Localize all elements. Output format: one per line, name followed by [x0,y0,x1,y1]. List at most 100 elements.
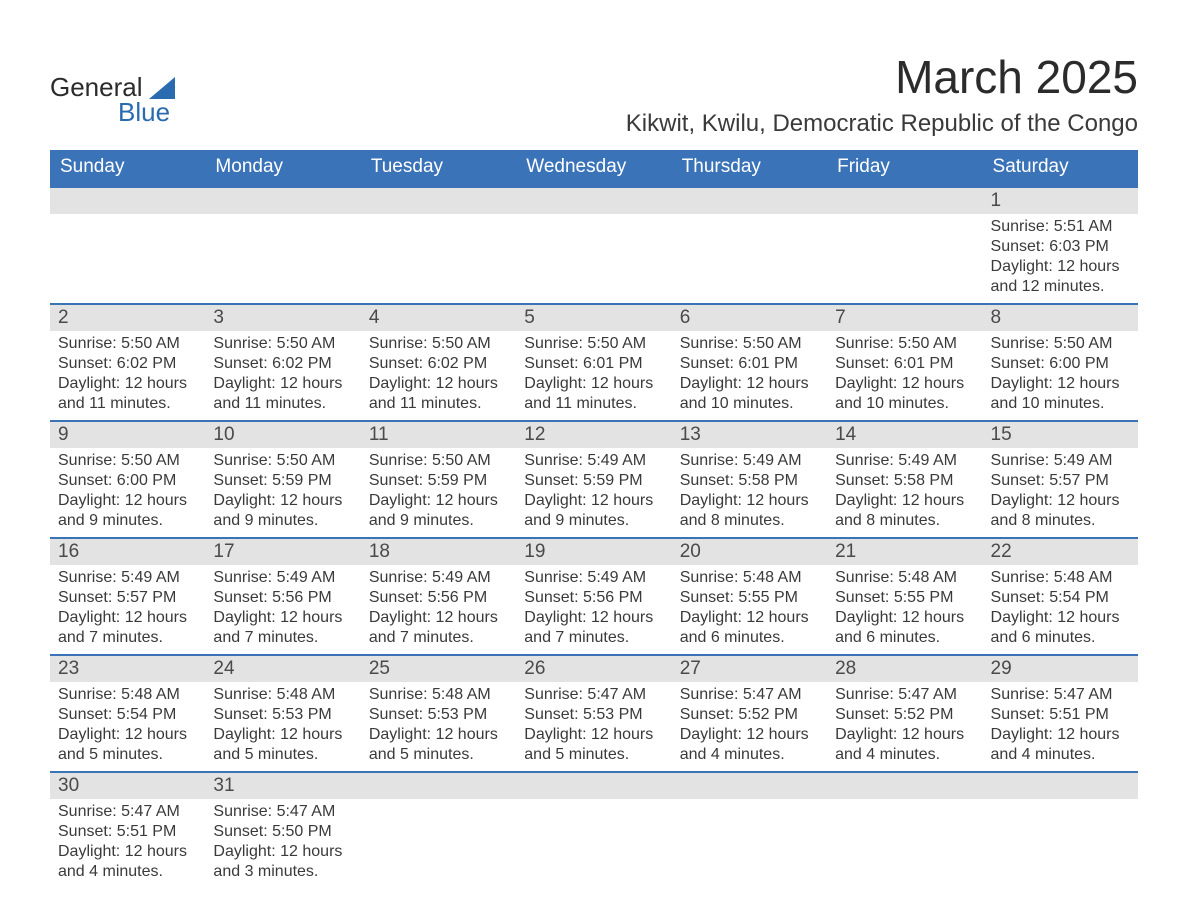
daylight-line: Daylight: 12 hours and 3 minutes. [213,842,352,882]
page-header: General Blue March 2025 Kikwit, Kwilu, D… [50,50,1138,138]
weekday-cell: Saturday [983,150,1138,186]
sunset-line: Sunset: 5:52 PM [680,705,819,725]
sunset-label: Sunset: [213,706,267,723]
logo: General Blue [50,72,175,128]
daylight-line: Daylight: 12 hours and 11 minutes. [58,374,197,414]
sunset-value: 5:57 PM [1049,472,1109,489]
daylight-label: Daylight: [524,492,586,509]
sunset-label: Sunset: [58,823,112,840]
day-body: Sunrise: 5:50 AMSunset: 6:02 PMDaylight:… [50,331,205,420]
sunrise-value: 5:48 AM [277,686,336,703]
weekday-cell: Sunday [50,150,205,186]
sunset-value: 6:01 PM [583,355,643,372]
sunset-value: 5:53 PM [272,706,332,723]
title-block: March 2025 Kikwit, Kwilu, Democratic Rep… [626,50,1138,138]
sunrise-value: 5:50 AM [587,335,646,352]
day-body [672,799,827,808]
sunset-value: 5:58 PM [738,472,798,489]
daylight-label: Daylight: [58,726,120,743]
sunset-value: 5:56 PM [428,589,488,606]
sunset-line: Sunset: 5:56 PM [524,588,663,608]
sunrise-line: Sunrise: 5:47 AM [680,685,819,705]
sunset-label: Sunset: [213,355,267,372]
sunrise-line: Sunrise: 5:49 AM [213,568,352,588]
sunset-label: Sunset: [991,706,1045,723]
day-cell [361,188,516,303]
day-cell: 11Sunrise: 5:50 AMSunset: 5:59 PMDayligh… [361,422,516,537]
daylight-line: Daylight: 12 hours and 4 minutes. [58,842,197,882]
daylight-line: Daylight: 12 hours and 8 minutes. [680,491,819,531]
day-number [361,773,516,799]
sunset-value: 5:50 PM [272,823,332,840]
daylight-line: Daylight: 12 hours and 11 minutes. [213,374,352,414]
sunset-value: 6:03 PM [1049,238,1109,255]
day-number: 17 [205,539,360,565]
sunset-label: Sunset: [369,706,423,723]
sunset-line: Sunset: 5:55 PM [680,588,819,608]
daylight-line: Daylight: 12 hours and 9 minutes. [58,491,197,531]
day-cell: 6Sunrise: 5:50 AMSunset: 6:01 PMDaylight… [672,305,827,420]
sunset-line: Sunset: 6:02 PM [58,354,197,374]
day-body: Sunrise: 5:49 AMSunset: 5:59 PMDaylight:… [516,448,671,537]
day-cell: 17Sunrise: 5:49 AMSunset: 5:56 PMDayligh… [205,539,360,654]
sunrise-line: Sunrise: 5:50 AM [213,451,352,471]
sunrise-value: 5:49 AM [587,452,646,469]
sunrise-label: Sunrise: [213,569,272,586]
sunrise-label: Sunrise: [680,335,739,352]
day-body: Sunrise: 5:51 AMSunset: 6:03 PMDaylight:… [983,214,1138,303]
daylight-label: Daylight: [58,609,120,626]
sunrise-line: Sunrise: 5:49 AM [369,568,508,588]
day-cell: 4Sunrise: 5:50 AMSunset: 6:02 PMDaylight… [361,305,516,420]
day-body: Sunrise: 5:47 AMSunset: 5:53 PMDaylight:… [516,682,671,771]
daylight-label: Daylight: [680,492,742,509]
day-body: Sunrise: 5:49 AMSunset: 5:56 PMDaylight:… [361,565,516,654]
sunrise-value: 5:50 AM [1054,335,1113,352]
week-row: 23Sunrise: 5:48 AMSunset: 5:54 PMDayligh… [50,654,1138,771]
sunrise-label: Sunrise: [991,686,1050,703]
sunrise-label: Sunrise: [369,686,428,703]
sunrise-line: Sunrise: 5:48 AM [369,685,508,705]
sunset-line: Sunset: 5:57 PM [58,588,197,608]
daylight-label: Daylight: [58,843,120,860]
daylight-label: Daylight: [58,375,120,392]
day-body: Sunrise: 5:48 AMSunset: 5:53 PMDaylight:… [361,682,516,771]
day-cell: 1Sunrise: 5:51 AMSunset: 6:03 PMDaylight… [983,188,1138,303]
daylight-line: Daylight: 12 hours and 4 minutes. [835,725,974,765]
sunrise-label: Sunrise: [835,452,894,469]
daylight-line: Daylight: 12 hours and 10 minutes. [835,374,974,414]
sunset-line: Sunset: 5:53 PM [524,705,663,725]
day-body: Sunrise: 5:50 AMSunset: 6:01 PMDaylight:… [672,331,827,420]
sunset-line: Sunset: 5:56 PM [369,588,508,608]
daylight-label: Daylight: [369,726,431,743]
sunrise-line: Sunrise: 5:50 AM [680,334,819,354]
sunset-label: Sunset: [58,355,112,372]
day-cell: 8Sunrise: 5:50 AMSunset: 6:00 PMDaylight… [983,305,1138,420]
day-number: 23 [50,656,205,682]
sunset-line: Sunset: 5:58 PM [680,471,819,491]
sunset-line: Sunset: 5:53 PM [213,705,352,725]
sunset-line: Sunset: 5:51 PM [991,705,1130,725]
daylight-label: Daylight: [524,375,586,392]
day-cell: 13Sunrise: 5:49 AMSunset: 5:58 PMDayligh… [672,422,827,537]
day-cell: 22Sunrise: 5:48 AMSunset: 5:54 PMDayligh… [983,539,1138,654]
day-number [205,188,360,214]
sunset-line: Sunset: 5:59 PM [524,471,663,491]
sunrise-line: Sunrise: 5:50 AM [991,334,1130,354]
day-body: Sunrise: 5:50 AMSunset: 6:02 PMDaylight:… [205,331,360,420]
day-cell [827,188,982,303]
day-cell: 7Sunrise: 5:50 AMSunset: 6:01 PMDaylight… [827,305,982,420]
daylight-line: Daylight: 12 hours and 6 minutes. [991,608,1130,648]
day-cell [50,188,205,303]
day-body [50,214,205,223]
day-cell: 12Sunrise: 5:49 AMSunset: 5:59 PMDayligh… [516,422,671,537]
sunrise-label: Sunrise: [58,569,117,586]
daylight-line: Daylight: 12 hours and 7 minutes. [369,608,508,648]
sunrise-label: Sunrise: [524,686,583,703]
day-cell: 3Sunrise: 5:50 AMSunset: 6:02 PMDaylight… [205,305,360,420]
sunset-label: Sunset: [680,589,734,606]
day-body: Sunrise: 5:50 AMSunset: 5:59 PMDaylight:… [205,448,360,537]
sunrise-line: Sunrise: 5:47 AM [524,685,663,705]
daylight-line: Daylight: 12 hours and 10 minutes. [991,374,1130,414]
sunset-line: Sunset: 6:00 PM [58,471,197,491]
daylight-line: Daylight: 12 hours and 4 minutes. [680,725,819,765]
